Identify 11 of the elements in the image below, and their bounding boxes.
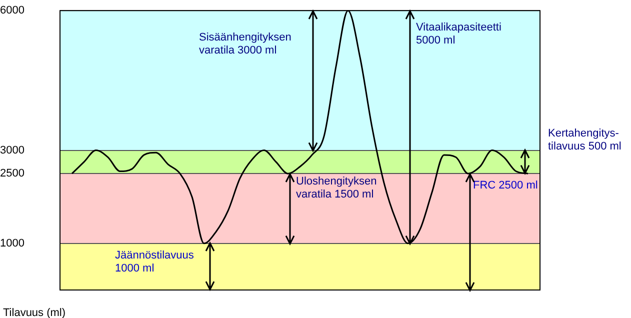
- annotation: FRC 2500 ml: [473, 180, 538, 192]
- y-axis-title: Tilavuus (ml): [3, 307, 66, 318]
- y-tick-label: 2500: [0, 168, 24, 180]
- annotation: Uloshengityksen varatila 1500 ml: [296, 176, 377, 201]
- y-tick-label: 3000: [0, 144, 24, 156]
- annotation: Sisäänhengityksen varatila 3000 ml: [199, 32, 292, 57]
- y-tick-label: 6000: [0, 4, 24, 17]
- y-tick-label: 1000: [0, 237, 24, 250]
- text: Kertahengitys- tilavuus 500 ml: [548, 128, 622, 153]
- annotation: Jäännöstilavuus 1000 ml: [115, 250, 194, 275]
- annotation: Vitaalikapasiteetti 5000 ml: [416, 22, 502, 47]
